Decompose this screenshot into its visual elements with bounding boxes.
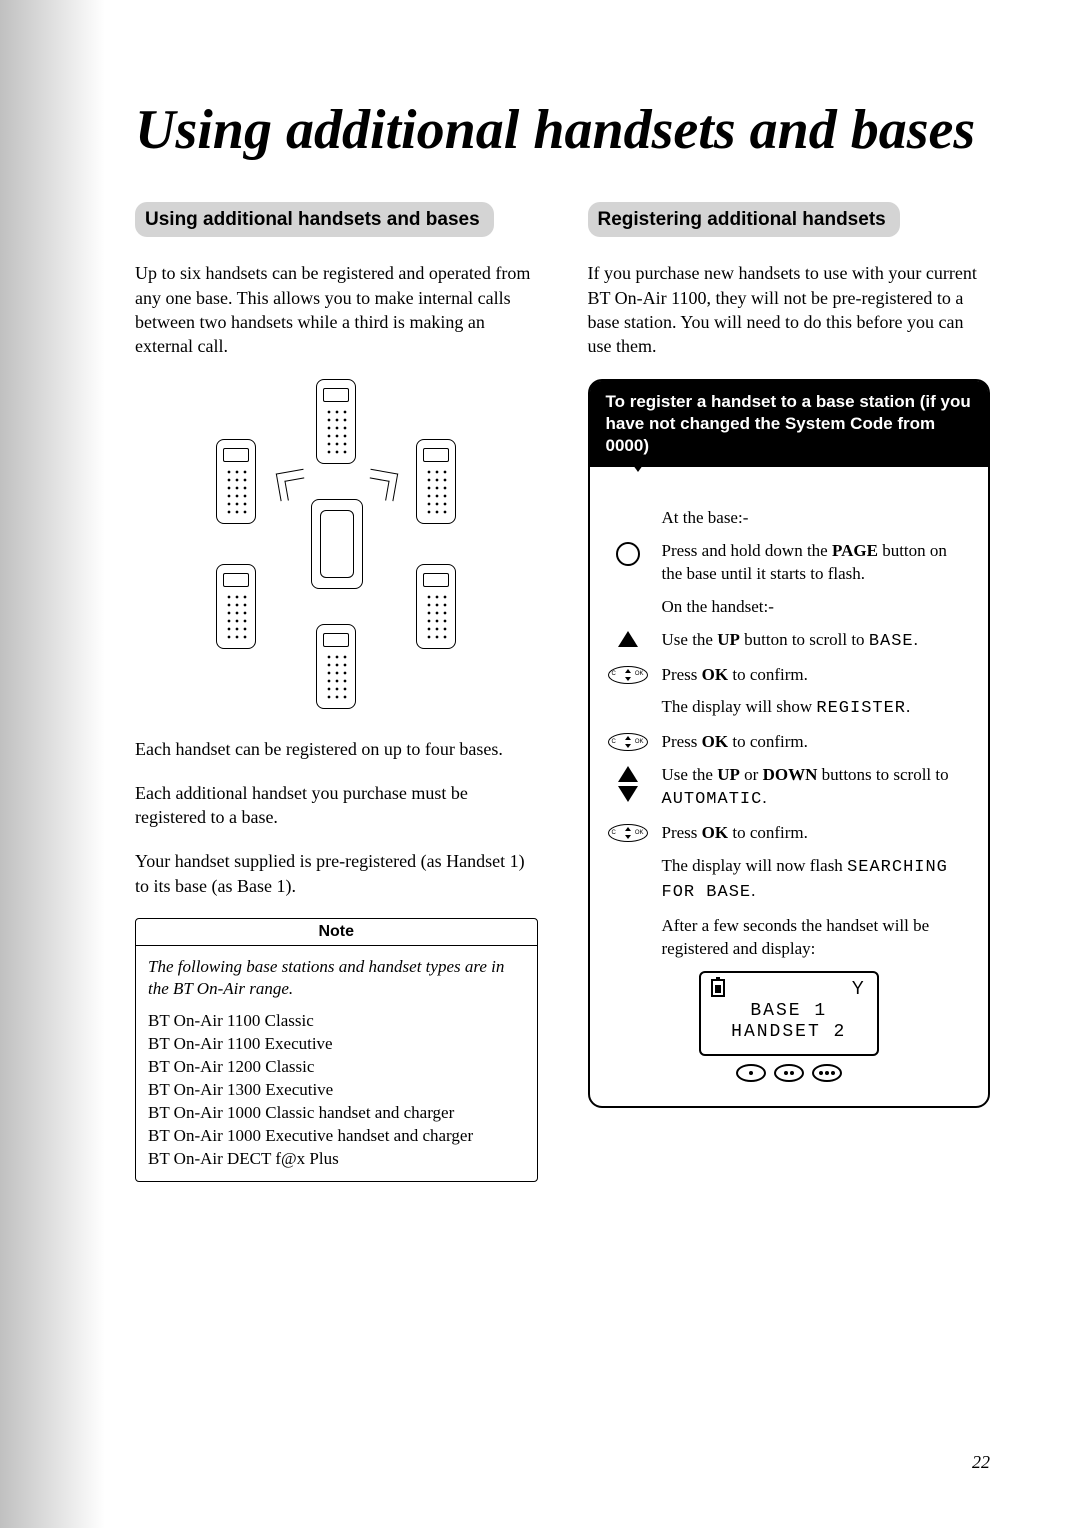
page-title: Using additional handsets and bases xyxy=(135,100,990,162)
step-row: On the handset:- xyxy=(608,596,971,619)
note-item: BT On-Air 1300 Executive xyxy=(148,1079,525,1102)
soft-button-icon xyxy=(736,1064,766,1082)
right-column: Registering additional handsets If you p… xyxy=(588,202,991,1182)
step-text: Use the UP button to scroll to BASE. xyxy=(662,629,971,654)
callout-body: At the base:- Press and hold down the PA… xyxy=(590,467,989,1106)
handset-soft-buttons xyxy=(699,1064,879,1082)
antenna-icon: Y xyxy=(851,979,867,997)
step-row: Use the UP or DOWN buttons to scroll to … xyxy=(608,764,971,812)
handset-lcd-illustration: Y BASE 1 HANDSET 2 xyxy=(699,971,879,1082)
nav-ok-icon: COK xyxy=(608,666,648,684)
note-item: BT On-Air 1000 Executive handset and cha… xyxy=(148,1125,525,1148)
handset-icon xyxy=(416,564,456,649)
note-intro: The following base stations and handset … xyxy=(148,956,525,1000)
soft-button-icon xyxy=(774,1064,804,1082)
lcd-screen: Y BASE 1 HANDSET 2 xyxy=(699,971,879,1056)
step-text: Use the UP or DOWN buttons to scroll to … xyxy=(662,764,971,812)
note-item: BT On-Air 1100 Executive xyxy=(148,1033,525,1056)
note-item: BT On-Air 1000 Classic handset and charg… xyxy=(148,1102,525,1125)
handset-icon xyxy=(216,439,256,524)
left-gradient-bar xyxy=(0,0,105,1528)
step-text: At the base:- xyxy=(662,507,971,530)
step-text: Press and hold down the PAGE button on t… xyxy=(662,540,971,586)
section-heading-using: Using additional handsets and bases xyxy=(135,202,494,238)
nav-ok-icon: COK xyxy=(608,733,648,751)
left-para-4: Your handset supplied is pre-registered … xyxy=(135,849,538,898)
page-button-icon xyxy=(616,542,640,566)
right-para-1: If you purchase new handsets to use with… xyxy=(588,261,991,358)
signal-wave-icon xyxy=(366,468,398,500)
signal-wave-icon xyxy=(276,468,308,500)
step-row: The display will now flash SEARCHING FOR… xyxy=(608,855,971,905)
step-text: The display will now flash SEARCHING FOR… xyxy=(662,855,971,905)
callout-header: To register a handset to a base station … xyxy=(590,381,989,467)
note-item: BT On-Air DECT f@x Plus xyxy=(148,1148,525,1171)
step-row: After a few seconds the handset will be … xyxy=(608,915,971,961)
handset-icon xyxy=(316,379,356,464)
two-column-layout: Using additional handsets and bases Up t… xyxy=(135,202,990,1182)
up-down-arrows-icon xyxy=(618,766,638,802)
handset-icon xyxy=(316,624,356,709)
battery-icon xyxy=(711,979,725,997)
note-body: The following base stations and handset … xyxy=(136,946,537,1181)
note-item: BT On-Air 1100 Classic xyxy=(148,1010,525,1033)
handset-icon xyxy=(416,439,456,524)
left-para-3: Each additional handset you purchase mus… xyxy=(135,781,538,830)
handsets-diagram xyxy=(186,379,486,709)
step-text: Press OK to confirm. xyxy=(662,822,971,845)
note-box: Note The following base stations and han… xyxy=(135,918,538,1182)
step-row: At the base:- xyxy=(608,507,971,530)
step-row: The display will show REGISTER. xyxy=(608,696,971,721)
step-text: On the handset:- xyxy=(662,596,971,619)
step-row: COK Press OK to confirm. xyxy=(608,731,971,754)
left-para-1: Up to six handsets can be registered and… xyxy=(135,261,538,358)
callout-tail-icon xyxy=(628,458,648,472)
left-column: Using additional handsets and bases Up t… xyxy=(135,202,538,1182)
step-row: Press and hold down the PAGE button on t… xyxy=(608,540,971,586)
note-heading: Note xyxy=(136,919,537,946)
step-text: After a few seconds the handset will be … xyxy=(662,915,971,961)
note-list: BT On-Air 1100 Classic BT On-Air 1100 Ex… xyxy=(148,1010,525,1171)
soft-button-icon xyxy=(812,1064,842,1082)
procedure-callout: To register a handset to a base station … xyxy=(588,379,991,1109)
section-heading-registering: Registering additional handsets xyxy=(588,202,900,238)
step-row: Use the UP button to scroll to BASE. xyxy=(608,629,971,654)
handset-icon xyxy=(216,564,256,649)
step-text: The display will show REGISTER. xyxy=(662,696,971,721)
manual-page: Using additional handsets and bases Usin… xyxy=(0,0,1080,1528)
step-row: COK Press OK to confirm. xyxy=(608,822,971,845)
lcd-line-1: BASE 1 xyxy=(709,1001,869,1023)
page-number: 22 xyxy=(972,1452,990,1473)
base-station-icon xyxy=(311,499,363,589)
note-item: BT On-Air 1200 Classic xyxy=(148,1056,525,1079)
step-text: Press OK to confirm. xyxy=(662,664,971,687)
step-row: COK Press OK to confirm. xyxy=(608,664,971,687)
up-arrow-icon xyxy=(618,631,638,647)
step-text: Press OK to confirm. xyxy=(662,731,971,754)
left-para-2: Each handset can be registered on up to … xyxy=(135,737,538,761)
nav-ok-icon: COK xyxy=(608,824,648,842)
lcd-line-2: HANDSET 2 xyxy=(709,1022,869,1044)
